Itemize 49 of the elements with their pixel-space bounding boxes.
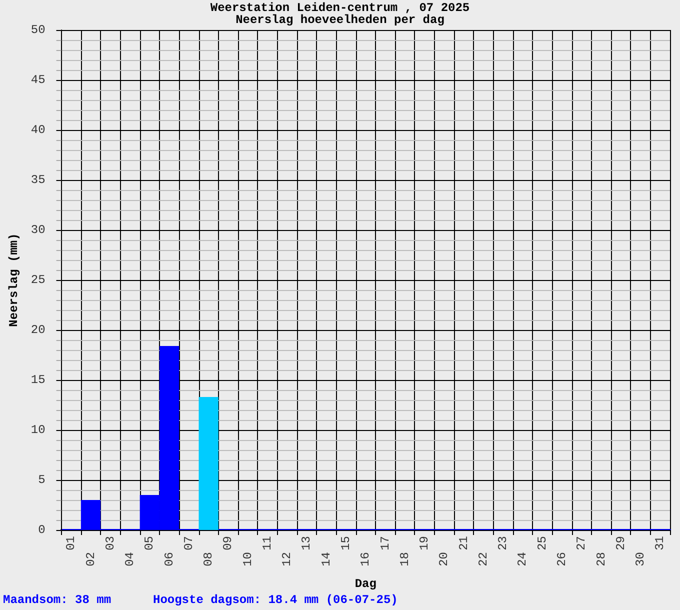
x-tick-label: 05 [142,536,157,550]
y-tick-label: 50 [30,23,46,37]
x-tick-label: 10 [240,552,255,566]
y-tick-label: 15 [30,373,46,387]
text: Hoogste dagsom: 18.4 mm (06-07-25) [153,593,398,607]
x-tick-label: 18 [398,552,412,566]
x-tick-label: 24 [516,552,530,566]
chart-title: Weerstation Leiden-centrum , 07 2025 [210,1,470,15]
bar [198,397,218,530]
y-tick-label: 25 [30,273,46,287]
x-tick-label: 11 [260,536,274,550]
x-tick-label: 12 [280,552,294,566]
x-tick-label: 04 [123,552,138,566]
x-tick-label: 29 [614,536,628,550]
y-tick-label: 30 [30,223,46,237]
y-tick-label: 20 [30,323,46,337]
text: Maandsom: 38 mm [3,593,112,607]
x-tick-label: 01 [64,536,78,550]
x-tick-label: 30 [634,552,648,566]
x-tick-label: 14 [319,552,334,566]
x-tick-label: 25 [535,536,550,550]
x-tick-label: 28 [594,552,608,566]
x-tick-label: 21 [456,536,471,550]
x-tick-label: 15 [339,536,354,550]
x-tick-label: 19 [418,536,432,550]
x-tick-label: 22 [476,552,490,566]
x-tick-label: 26 [555,552,570,566]
x-tick-label: 27 [574,536,589,550]
x-tick-label: 16 [358,552,373,566]
x-tick-label: 20 [437,552,452,566]
x-tick-label: 17 [378,536,392,550]
y-tick-label: 45 [30,73,46,87]
x-tick-label: 08 [202,552,216,566]
x-tick-label: 07 [182,536,196,550]
y-tick-label: 5 [38,473,46,487]
x-tick-label: 06 [162,552,176,566]
y-tick-label: 40 [30,123,46,137]
x-tick-label: 13 [300,536,314,550]
x-tick-label: 02 [84,552,98,566]
y-tick-label: 35 [30,173,46,187]
x-axis-title: Dag [354,577,376,591]
x-tick-label: 03 [103,536,118,550]
x-tick-label: 09 [221,536,236,550]
y-tick-label: 0 [38,523,46,537]
x-tick-label: 23 [496,536,510,550]
chart-subtitle: Neerslag hoeveelheden per dag [236,13,444,27]
x-tick-label: 31 [653,536,668,550]
y-axis-title: Neerslag (mm) [7,233,21,327]
y-tick-label: 10 [30,423,46,437]
